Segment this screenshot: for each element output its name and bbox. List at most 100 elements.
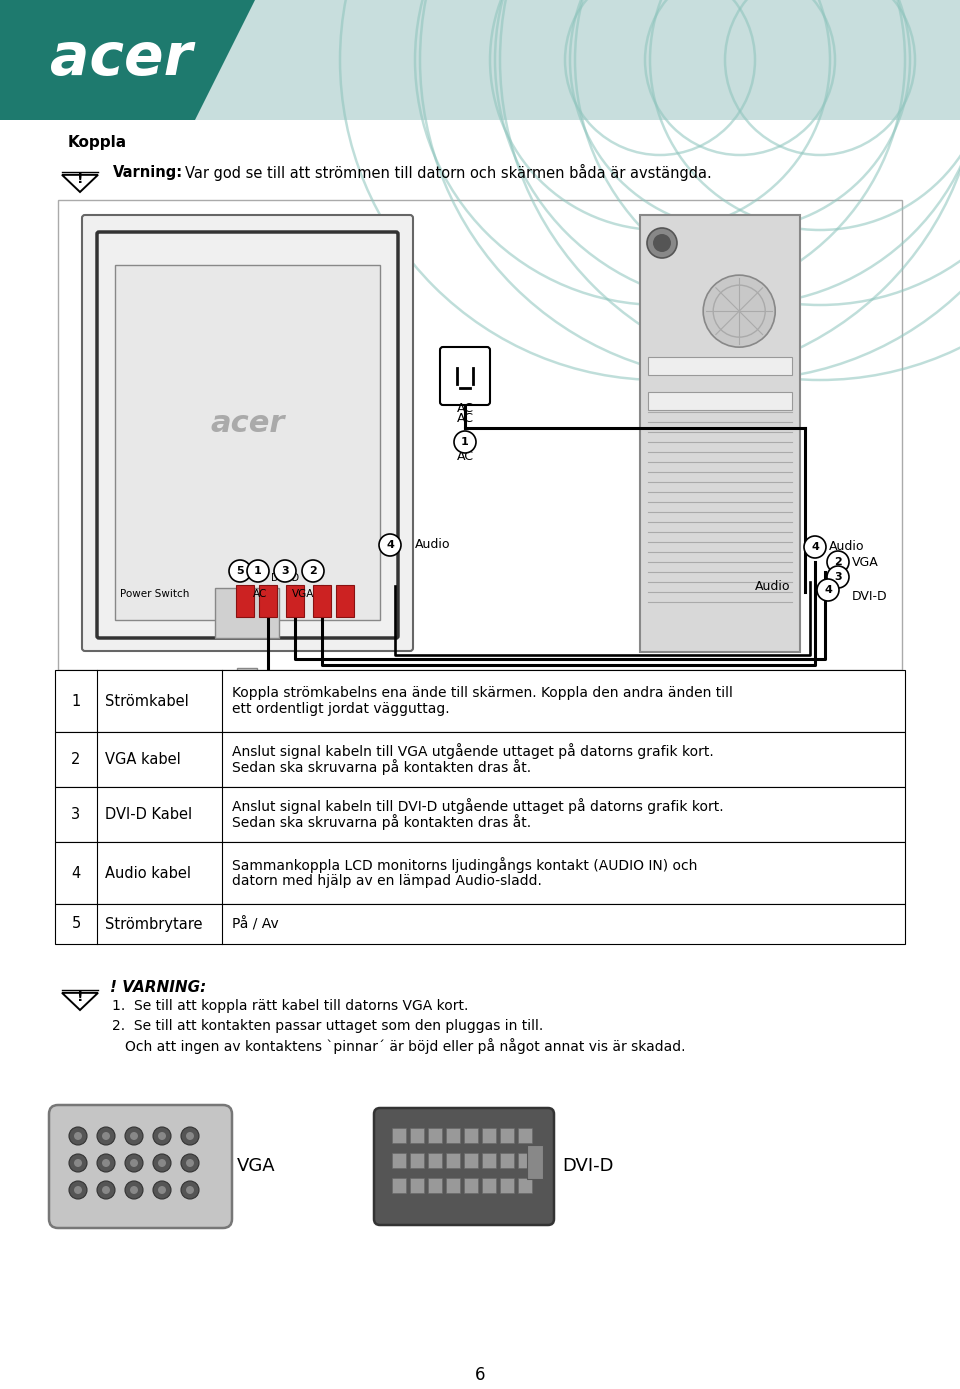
Text: DVI-D: DVI-D	[852, 590, 888, 603]
Text: 5: 5	[236, 565, 244, 576]
FancyBboxPatch shape	[58, 200, 902, 669]
Text: Audio: Audio	[755, 581, 790, 593]
FancyBboxPatch shape	[286, 585, 304, 617]
FancyBboxPatch shape	[499, 1178, 514, 1193]
Text: 4: 4	[824, 585, 832, 594]
Circle shape	[125, 1126, 143, 1145]
FancyBboxPatch shape	[236, 585, 254, 617]
Circle shape	[302, 560, 324, 582]
Polygon shape	[62, 175, 98, 192]
Circle shape	[827, 551, 849, 574]
Text: Sammankoppla LCD monitorns ljudingångs kontakt (AUDIO IN) och: Sammankoppla LCD monitorns ljudingångs k…	[232, 857, 697, 872]
FancyBboxPatch shape	[410, 1128, 423, 1143]
FancyBboxPatch shape	[55, 669, 905, 732]
Text: VGA kabel: VGA kabel	[105, 751, 180, 767]
FancyBboxPatch shape	[392, 1128, 405, 1143]
Text: ! VARNING:: ! VARNING:	[110, 981, 206, 996]
Circle shape	[158, 1132, 166, 1140]
Text: !: !	[77, 990, 84, 1004]
Circle shape	[647, 228, 677, 258]
FancyBboxPatch shape	[499, 1153, 514, 1168]
Circle shape	[827, 565, 849, 588]
FancyBboxPatch shape	[336, 585, 354, 617]
Circle shape	[186, 1132, 194, 1140]
FancyBboxPatch shape	[482, 1178, 495, 1193]
Circle shape	[186, 1186, 194, 1195]
Text: VGA: VGA	[237, 1157, 276, 1175]
FancyBboxPatch shape	[192, 715, 302, 731]
FancyBboxPatch shape	[427, 1128, 442, 1143]
Circle shape	[454, 431, 476, 453]
Circle shape	[125, 1181, 143, 1199]
Polygon shape	[0, 0, 255, 119]
Text: VGA: VGA	[852, 556, 878, 568]
Text: ett ordentligt jordat vägguttag.: ett ordentligt jordat vägguttag.	[232, 701, 449, 715]
FancyBboxPatch shape	[440, 347, 490, 406]
Circle shape	[74, 1158, 82, 1167]
Text: Koppla: Koppla	[68, 136, 127, 150]
Circle shape	[130, 1186, 138, 1195]
FancyBboxPatch shape	[55, 842, 905, 904]
Text: Sedan ska skruvarna på kontakten dras åt.: Sedan ska skruvarna på kontakten dras åt…	[232, 814, 531, 831]
Text: datorn med hjälp av en lämpad Audio-sladd.: datorn med hjälp av en lämpad Audio-slad…	[232, 874, 541, 888]
Circle shape	[158, 1186, 166, 1195]
Circle shape	[379, 533, 401, 556]
Text: 4: 4	[386, 540, 394, 550]
FancyBboxPatch shape	[445, 1128, 460, 1143]
Text: 2: 2	[834, 557, 842, 567]
Text: Power Switch: Power Switch	[120, 589, 189, 599]
FancyBboxPatch shape	[82, 215, 413, 651]
Text: 1: 1	[254, 565, 262, 576]
Text: 5: 5	[71, 917, 81, 932]
Circle shape	[97, 1126, 115, 1145]
Circle shape	[97, 1154, 115, 1172]
Text: 3: 3	[71, 807, 81, 822]
FancyBboxPatch shape	[499, 1128, 514, 1143]
Polygon shape	[62, 993, 98, 1010]
FancyBboxPatch shape	[55, 904, 905, 945]
Circle shape	[102, 1132, 110, 1140]
Text: Var god se till att strömmen till datorn och skärmen båda är avstängda.: Var god se till att strömmen till datorn…	[185, 164, 711, 181]
Text: 1: 1	[461, 438, 468, 447]
FancyBboxPatch shape	[517, 1153, 532, 1168]
FancyBboxPatch shape	[392, 1153, 405, 1168]
FancyBboxPatch shape	[482, 1128, 495, 1143]
FancyBboxPatch shape	[517, 1178, 532, 1193]
Circle shape	[804, 536, 826, 558]
Text: Strömkabel: Strömkabel	[105, 693, 189, 708]
Circle shape	[74, 1186, 82, 1195]
Text: !: !	[77, 172, 84, 186]
FancyBboxPatch shape	[482, 1153, 495, 1168]
Circle shape	[69, 1181, 87, 1199]
FancyBboxPatch shape	[464, 1128, 477, 1143]
Text: Varning:: Varning:	[113, 164, 183, 179]
Text: Och att ingen av kontaktens `pinnar´ är böjd eller på något annat vis är skadad.: Och att ingen av kontaktens `pinnar´ är …	[125, 1038, 685, 1054]
Text: DVI-D Kabel: DVI-D Kabel	[105, 807, 192, 822]
Text: 2: 2	[309, 565, 317, 576]
FancyBboxPatch shape	[237, 668, 257, 699]
Circle shape	[130, 1158, 138, 1167]
Circle shape	[69, 1154, 87, 1172]
FancyBboxPatch shape	[527, 1145, 543, 1179]
Text: Strömbrytare: Strömbrytare	[105, 917, 203, 932]
Circle shape	[181, 1126, 199, 1145]
FancyBboxPatch shape	[55, 788, 905, 842]
Circle shape	[69, 1126, 87, 1145]
Circle shape	[703, 275, 776, 347]
Text: 4: 4	[71, 865, 81, 881]
FancyBboxPatch shape	[392, 1178, 405, 1193]
FancyBboxPatch shape	[464, 1178, 477, 1193]
FancyBboxPatch shape	[640, 215, 800, 651]
Text: Audio: Audio	[415, 539, 450, 551]
Text: 1.  Se till att koppla rätt kabel till datorns VGA kort.: 1. Se till att koppla rätt kabel till da…	[112, 999, 468, 1013]
Text: acer: acer	[50, 29, 192, 86]
FancyBboxPatch shape	[215, 588, 279, 638]
Text: 3: 3	[834, 572, 842, 582]
FancyBboxPatch shape	[115, 265, 380, 619]
Circle shape	[817, 579, 839, 601]
Circle shape	[181, 1154, 199, 1172]
Circle shape	[102, 1186, 110, 1195]
Text: På / Av: På / Av	[232, 917, 278, 931]
Text: 1: 1	[71, 693, 81, 708]
Text: AC: AC	[457, 450, 473, 463]
